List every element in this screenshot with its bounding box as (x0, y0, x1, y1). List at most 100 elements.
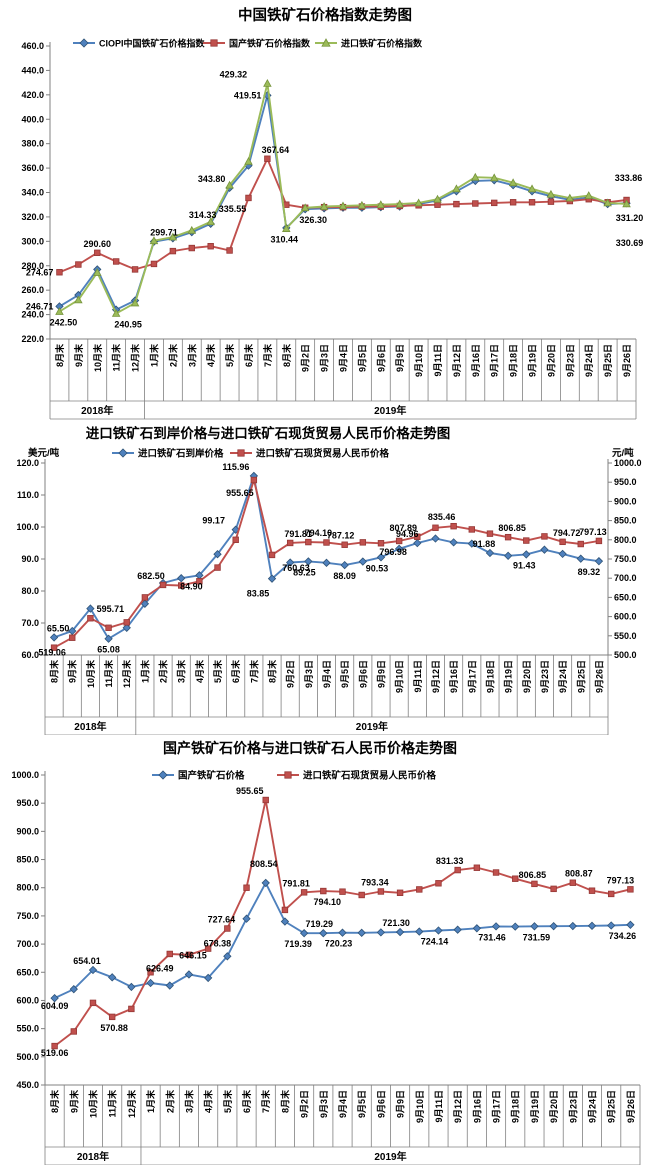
triangle-marker-icon (225, 180, 234, 189)
data-point-label: 331.20 (616, 213, 644, 223)
y-axis-tick-label: 700.0 (16, 939, 39, 949)
x-axis-category-label: 7月末 (248, 659, 259, 683)
square-marker-icon (141, 594, 149, 601)
y-axis-tick-label: 850.0 (16, 855, 39, 865)
data-point-label: 91.43 (513, 560, 536, 570)
x-axis-year-label: 2019年 (356, 720, 388, 733)
square-marker-icon (245, 194, 252, 202)
data-point-label: 646.15 (179, 950, 207, 960)
triangle-marker-icon (414, 198, 423, 207)
square-marker-icon (559, 538, 566, 546)
square-marker-icon (207, 243, 214, 250)
x-axis-category-label: 9月2日 (286, 660, 296, 688)
x-axis-category-label: 3月末 (176, 659, 187, 683)
y-axis-tick-label: 800.0 (614, 535, 637, 545)
square-marker-icon (128, 1005, 135, 1013)
square-marker-icon (232, 536, 239, 543)
x-axis-year-label: 2018年 (81, 404, 113, 417)
data-point-label: 794.72 (553, 528, 581, 538)
square-marker-icon (204, 945, 212, 952)
data-point-label: 242.50 (50, 318, 78, 328)
square-marker-icon (169, 247, 177, 255)
diamond-marker-icon (68, 626, 77, 636)
square-marker-icon (414, 533, 421, 540)
data-point-label: 794.10 (314, 897, 342, 907)
diamond-marker-icon (88, 965, 98, 975)
diamond-marker-icon (203, 973, 213, 983)
chart-title: 国产铁矿石价格与进口铁矿石人民币价格走势图 (163, 740, 457, 756)
diamond-marker-icon (587, 921, 597, 930)
square-marker-icon (50, 644, 58, 651)
x-axis-category-label: 2月末 (167, 343, 178, 367)
x-axis-category-label: 5月末 (222, 1089, 233, 1113)
diamond-marker-icon (626, 920, 635, 929)
data-point-label: 793.34 (361, 877, 389, 887)
data-point-label: 719.29 (306, 919, 334, 929)
x-axis-category-label: 9月12日 (453, 1090, 463, 1123)
x-axis-category-label: 9月20日 (522, 660, 532, 693)
legend-label: 进口铁矿石到岸价格 (138, 448, 224, 460)
triangle-marker-icon (149, 236, 159, 245)
legend-label: 国产铁矿石价格指数 (229, 38, 311, 49)
y-axis-tick-label: 550.0 (16, 1024, 39, 1034)
data-point-label: 310.44 (271, 235, 299, 245)
triangle-marker-icon (263, 79, 272, 87)
y-axis-tick-label: 70.0 (21, 618, 39, 628)
triangle-marker-icon (338, 201, 348, 210)
data-point-label: 734.26 (609, 931, 637, 941)
square-marker-icon (226, 247, 233, 254)
x-axis-category-label: 6月末 (243, 343, 254, 367)
series-line (59, 157, 627, 274)
triangle-marker-icon (508, 178, 518, 187)
square-marker-icon (588, 887, 596, 894)
data-point-label: 760.63 (282, 563, 310, 573)
y-axis-tick-label: 110.0 (17, 490, 39, 500)
triangle-marker-icon (395, 199, 404, 208)
data-point-label: 791.81 (282, 878, 310, 888)
x-axis-category-label: 9月末 (67, 659, 78, 683)
triangle-marker-icon (74, 295, 83, 304)
diamond-marker-icon (146, 978, 155, 988)
y-axis-tick-label: 550.0 (614, 631, 637, 641)
x-axis-year-label: 2019年 (374, 404, 406, 417)
data-point-label: 791.81 (284, 529, 312, 539)
triangle-marker-icon (187, 225, 197, 234)
data-point-label: 274.67 (26, 267, 54, 277)
y-axis-tick-label: 700.0 (614, 573, 637, 583)
triangle-marker-icon (321, 38, 331, 47)
square-marker-icon (178, 582, 185, 589)
diamond-marker-icon (576, 554, 585, 563)
diamond-marker-icon (357, 928, 366, 937)
data-point-label: 519.06 (38, 648, 66, 658)
x-axis-category-label: 12月末 (126, 1089, 137, 1118)
square-marker-icon (94, 249, 101, 257)
y-axis-tick-label: 850.0 (614, 516, 637, 526)
data-point-label: 65.08 (97, 645, 120, 655)
square-marker-icon (123, 619, 130, 626)
x-axis-category-label: 10月末 (87, 1089, 98, 1118)
diamond-marker-icon (540, 545, 549, 554)
diamond-marker-icon (299, 928, 309, 938)
square-marker-icon (147, 969, 154, 976)
diamond-marker-icon (242, 914, 251, 923)
x-axis-category-label: 9月23日 (568, 1090, 578, 1123)
triangle-marker-icon (357, 200, 367, 209)
square-marker-icon (547, 198, 555, 205)
diamond-marker-icon (568, 921, 577, 931)
x-axis-category-label: 9月18日 (509, 344, 519, 377)
x-axis-category-label: 4月末 (194, 659, 205, 683)
triangle-marker-icon (319, 202, 329, 210)
data-point-label: 595.71 (97, 604, 125, 614)
x-axis-category-label: 9月2日 (301, 344, 311, 372)
x-axis-category-label: 9月16日 (472, 1090, 482, 1123)
y-axis-tick-label: 800.0 (16, 883, 39, 893)
data-point-label: 806.85 (519, 870, 547, 880)
square-marker-icon (87, 615, 94, 622)
x-axis-category-label: 9月6日 (358, 660, 368, 688)
triangle-marker-icon (603, 198, 612, 207)
data-point-label: 429.32 (220, 69, 248, 79)
square-marker-icon (286, 539, 294, 547)
triangle-marker-icon (282, 224, 291, 232)
triangle-marker-icon (489, 173, 499, 182)
data-point-label: 335.55 (219, 204, 247, 214)
